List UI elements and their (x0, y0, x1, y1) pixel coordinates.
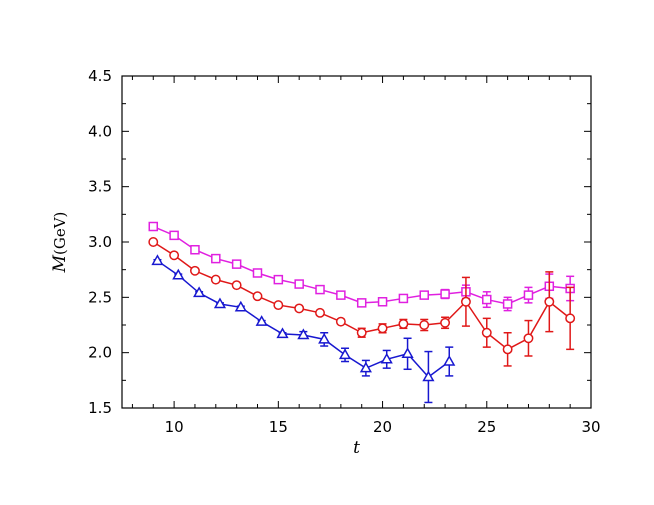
data-point (231, 280, 242, 291)
data-point (252, 268, 263, 278)
x-tick-label: 15 (269, 418, 288, 436)
data-point (398, 293, 409, 304)
data-point (544, 296, 555, 307)
data-point (211, 253, 221, 264)
data-point (252, 291, 263, 302)
data-point (172, 268, 185, 280)
data-point (297, 328, 310, 340)
x-tick-label: 30 (581, 418, 600, 436)
data-point (294, 279, 304, 289)
data-point (273, 300, 284, 311)
y-tick-label: 2.5 (88, 288, 112, 306)
y-axis-label: M(GeV) (50, 212, 70, 274)
y-tick-label: 4.5 (88, 67, 112, 85)
data-point (190, 244, 200, 255)
data-point (315, 284, 325, 295)
data-point (273, 274, 284, 285)
data-point (294, 303, 305, 314)
data-point (502, 344, 513, 355)
y-tick-label: 2.0 (88, 344, 112, 362)
data-point (148, 221, 159, 232)
x-tick-label: 10 (165, 418, 184, 436)
data-point (335, 316, 346, 327)
y-tick-label: 3.0 (88, 233, 112, 251)
data-point (359, 361, 372, 373)
series-triangle (151, 254, 456, 404)
data-point (377, 323, 388, 334)
data-point (356, 327, 367, 338)
data-point (148, 237, 159, 247)
data-point (377, 297, 388, 307)
y-tick-label: 1.5 (88, 399, 112, 417)
data-point (419, 290, 429, 300)
data-point (440, 289, 450, 299)
svg-text:M(GeV): M(GeV) (50, 212, 70, 274)
data-point (234, 300, 247, 312)
data-point (210, 274, 221, 285)
data-point (318, 332, 331, 344)
y-tick-label: 4.0 (88, 122, 112, 140)
series-square (148, 221, 575, 312)
data-point (523, 290, 534, 300)
data-point (169, 230, 179, 241)
data-point (380, 352, 393, 364)
data-point (523, 333, 534, 344)
x-axis-label: t (353, 438, 360, 458)
data-point (398, 318, 409, 329)
data-point (440, 317, 451, 328)
data-point (481, 327, 492, 338)
data-point (193, 286, 206, 298)
x-tick-label: 25 (477, 418, 496, 436)
data-point (151, 254, 164, 266)
data-point (460, 296, 471, 307)
data-point (565, 313, 576, 324)
data-point (502, 299, 513, 309)
data-point (255, 315, 268, 326)
data-point (419, 320, 430, 330)
data-point (482, 294, 492, 305)
y-axis-unit: (GeV) (51, 212, 69, 255)
data-point (338, 348, 352, 360)
plot-frame (121, 75, 592, 409)
data-point (169, 250, 180, 261)
x-tick-label: 20 (373, 418, 392, 436)
data-point (336, 290, 346, 300)
data-point (356, 298, 367, 308)
data-point (190, 265, 200, 276)
plot-area (148, 221, 576, 404)
series-line (152, 225, 571, 305)
data-point (213, 297, 227, 309)
data-point (231, 259, 242, 269)
axes: 10 15 20 25 30 1.5 2.0 2.5 3.0 3.5 4.0 4.5 (88, 67, 600, 436)
data-point (276, 327, 289, 339)
y-tick-label: 3.5 (88, 178, 112, 196)
data-point (401, 347, 414, 359)
data-point (443, 354, 456, 366)
y-axis-symbol: M (50, 254, 70, 273)
data-point (315, 307, 325, 318)
data-point (422, 370, 435, 382)
series-circle (148, 237, 576, 367)
